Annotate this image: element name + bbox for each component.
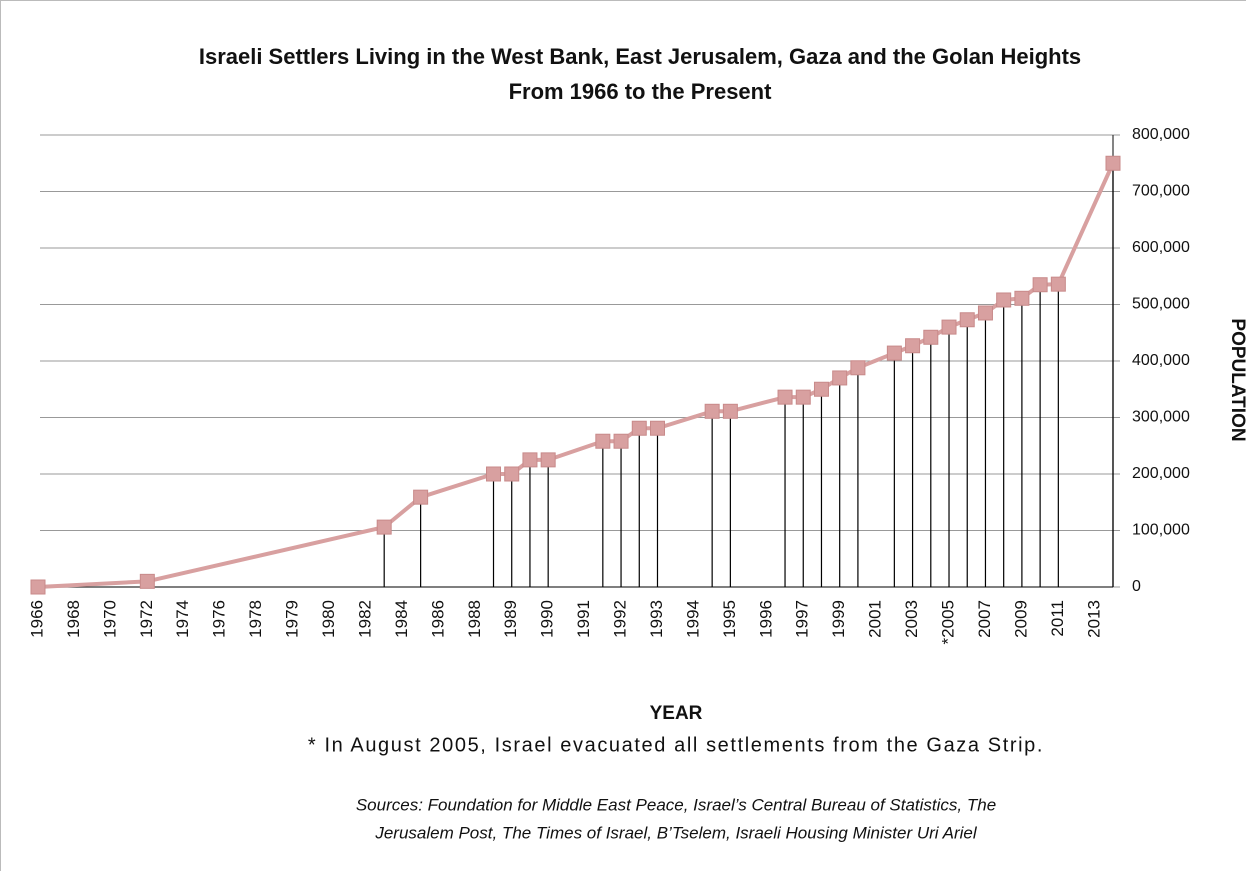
y-tick-label: 700,000 [1132, 183, 1190, 200]
marker [850, 360, 866, 376]
x-tick-label: 1994 [683, 600, 702, 638]
y-tick-label: 200,000 [1132, 465, 1190, 482]
marker [376, 519, 392, 535]
x-tick-label: 1966 [27, 600, 46, 638]
x-tick-label: 1992 [611, 600, 630, 638]
marker [977, 305, 993, 321]
x-tick-label: 2007 [975, 600, 994, 638]
line-segment [1056, 161, 1115, 287]
marker [522, 452, 538, 468]
chart-title: Israeli Settlers Living in the West Bank… [199, 44, 1081, 69]
sources: Sources: Foundation for Middle East Peac… [356, 795, 996, 814]
marker [905, 338, 921, 354]
x-tick-label: 2011 [1048, 600, 1067, 637]
x-tick-label: 1988 [465, 600, 484, 638]
y-tick-label: 100,000 [1132, 522, 1190, 539]
marker [486, 466, 502, 482]
y-tick-label: 400,000 [1132, 352, 1190, 369]
marker [139, 573, 155, 589]
line-segment [655, 409, 715, 431]
marker [923, 329, 939, 345]
x-tick-label: 1968 [64, 600, 83, 638]
x-tick-label: 1978 [246, 600, 265, 638]
x-tick-label: 1974 [173, 600, 192, 638]
line-segment [36, 579, 150, 589]
x-tick-label: 1986 [428, 600, 447, 638]
x-tick-label: 2009 [1011, 600, 1030, 638]
x-tick-label: 1993 [647, 600, 666, 638]
footnote: * In August 2005, Israel evacuated all s… [308, 734, 1044, 756]
x-tick-label: 1997 [793, 600, 812, 638]
marker [1050, 276, 1066, 292]
marker [649, 420, 665, 436]
line-segment [418, 472, 496, 500]
x-tick-label: 2003 [902, 600, 921, 638]
x-tick-label: 2001 [866, 600, 885, 638]
marker [941, 319, 957, 335]
x-tick-label: 1984 [392, 600, 411, 638]
marker [704, 403, 720, 419]
marker [1032, 277, 1048, 293]
x-tick-label: 2013 [1084, 600, 1103, 638]
marker [832, 370, 848, 386]
marker [540, 452, 556, 468]
marker [795, 389, 811, 405]
marker [813, 381, 829, 397]
x-tick-label: 1982 [355, 600, 374, 638]
marker [595, 433, 611, 449]
line-segment [728, 395, 788, 414]
x-tick-label: 1990 [538, 600, 557, 638]
marker [30, 579, 46, 595]
marker [777, 389, 793, 405]
marker [996, 292, 1012, 308]
x-tick-label: 1976 [210, 600, 229, 638]
y-tick-label: 800,000 [1132, 126, 1190, 143]
marker [631, 420, 647, 436]
marker [1014, 290, 1030, 306]
y-tick-label: 500,000 [1132, 296, 1190, 313]
line-segment [546, 439, 605, 462]
x-tick-label: 1996 [756, 600, 775, 638]
marker [959, 312, 975, 328]
y-tick-label: 600,000 [1132, 239, 1190, 256]
y-tick-label: 0 [1132, 578, 1141, 595]
x-tick-label: 1972 [137, 600, 156, 638]
x-tick-label: 1999 [829, 600, 848, 638]
line-segment [145, 525, 387, 584]
x-tick-label: 1980 [319, 600, 338, 638]
x-tick-label: *2005 [939, 600, 958, 644]
marker [886, 345, 902, 361]
sources: Jerusalem Post, The Times of Israel, B’T… [374, 823, 978, 842]
marker [613, 433, 629, 449]
y-tick-label: 300,000 [1132, 409, 1190, 426]
y-axis-title: POPULATION [1227, 318, 1246, 441]
marker [413, 489, 429, 505]
x-tick-label: 1970 [100, 600, 119, 638]
marker [1105, 155, 1121, 171]
x-axis-title: YEAR [650, 703, 703, 724]
x-tick-label: 1995 [720, 600, 739, 638]
marker [504, 466, 520, 482]
chart-subtitle: From 1966 to the Present [509, 79, 773, 104]
marker [722, 403, 738, 419]
x-tick-label: 1989 [501, 600, 520, 638]
x-tick-label: 1979 [283, 600, 302, 638]
x-tick-label: 1991 [574, 600, 593, 638]
